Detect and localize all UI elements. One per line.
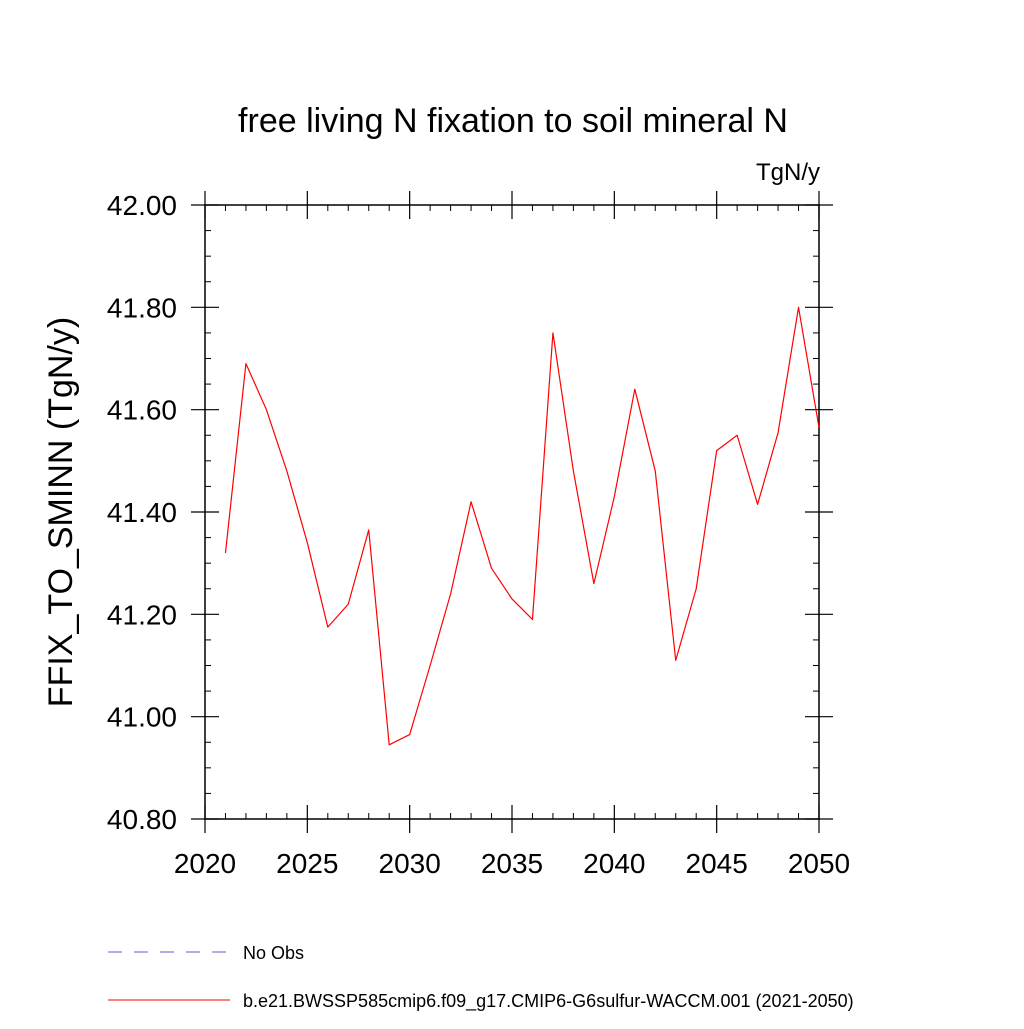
series-line [224, 306, 820, 746]
y-tick-label: 40.80 [107, 804, 177, 835]
x-tick-labels: 2020 2025 2030 2035 2040 2045 2050 [174, 848, 850, 879]
y-tick-label: 41.40 [107, 497, 177, 528]
x-tick-label: 2045 [686, 848, 748, 879]
x-tick-label: 2040 [583, 848, 645, 879]
y-tick-label: 42.00 [107, 190, 177, 221]
plot-frame [204, 204, 820, 820]
x-tick-label: 2030 [379, 848, 441, 879]
series-group [224, 306, 820, 746]
legend-no-obs-label: No Obs [243, 943, 304, 963]
y-axis-label: FFIX_TO_SMINN (TgN/y) [42, 317, 80, 707]
legend: No Obs b.e21.BWSSP585cmip6.f09_g17.CMIP6… [108, 943, 854, 1012]
tick-marks [191, 191, 833, 833]
y-tick-label: 41.80 [107, 292, 177, 323]
x-tick-label: 2020 [174, 848, 236, 879]
x-tick-label: 2050 [788, 848, 850, 879]
y-tick-labels: 40.80 41.00 41.20 41.40 41.60 41.80 42.00 [107, 190, 177, 835]
y-tick-label: 41.00 [107, 702, 177, 733]
y-tick-label: 41.60 [107, 395, 177, 426]
y-tick-label: 41.20 [107, 599, 177, 630]
chart-title: free living N fixation to soil mineral N [238, 102, 788, 140]
x-tick-label: 2025 [276, 848, 338, 879]
legend-series-label: b.e21.BWSSP585cmip6.f09_g17.CMIP6-G6sulf… [243, 991, 854, 1012]
x-tick-label: 2035 [481, 848, 543, 879]
units-label: TgN/y [756, 159, 820, 186]
